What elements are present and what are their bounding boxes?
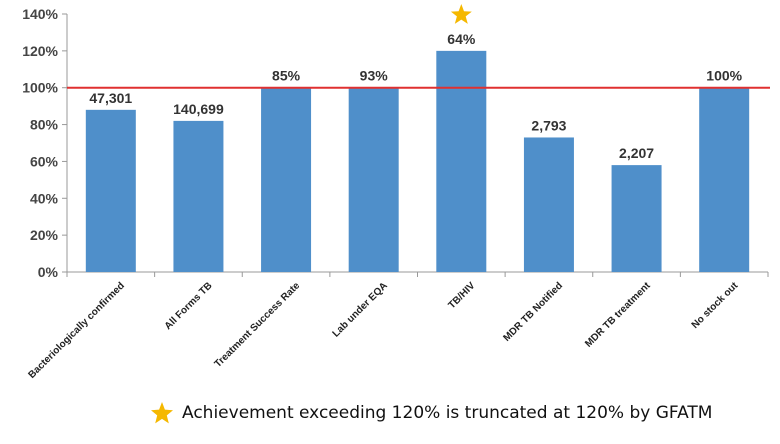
y-tick-label: 40% (30, 190, 59, 206)
data-label: 64% (447, 31, 476, 47)
data-label: 47,301 (89, 90, 132, 106)
category-label: No stock out (690, 280, 741, 331)
bar (261, 87, 312, 272)
y-tick-label: 60% (30, 153, 59, 169)
bar (436, 50, 487, 272)
y-tick-label: 120% (22, 43, 58, 59)
data-label: 85% (272, 68, 301, 84)
data-label: 2,793 (531, 117, 566, 133)
data-label: 93% (360, 68, 389, 84)
data-label: 140,699 (173, 101, 224, 117)
y-tick-label: 80% (30, 117, 59, 133)
star-icon (450, 4, 472, 24)
bar (85, 109, 136, 272)
bar (173, 120, 224, 272)
category-label: MDR TB Notified (501, 280, 565, 344)
footnote-text: Achievement exceeding 120% is truncated … (182, 403, 713, 423)
data-label: 2,207 (619, 145, 654, 161)
bar (348, 87, 399, 272)
y-tick-label: 20% (30, 227, 59, 243)
bar (523, 137, 574, 272)
bar (699, 87, 750, 272)
data-label: 100% (706, 68, 742, 84)
bar (611, 165, 662, 272)
y-tick-label: 100% (22, 80, 58, 96)
y-tick-label: 140% (22, 6, 58, 22)
bar-chart: 0% 20% 40% 60% 80% 100% 120% 140% 47,301 Bacterio… (22, 4, 770, 381)
footnote: Achievement exceeding 120% is truncated … (150, 399, 712, 427)
star-icon (151, 402, 173, 424)
category-label: Lab under EQA (331, 280, 390, 339)
category-label: Bacteriologically confirmed (26, 280, 127, 381)
category-label: All Forms TB (163, 280, 215, 332)
y-tick-label: 0% (38, 264, 59, 280)
category-label: MDR TB treatment (583, 280, 653, 350)
category-label: Treatment Success Rate (213, 280, 303, 370)
category-label: TB/HIV (446, 280, 477, 311)
